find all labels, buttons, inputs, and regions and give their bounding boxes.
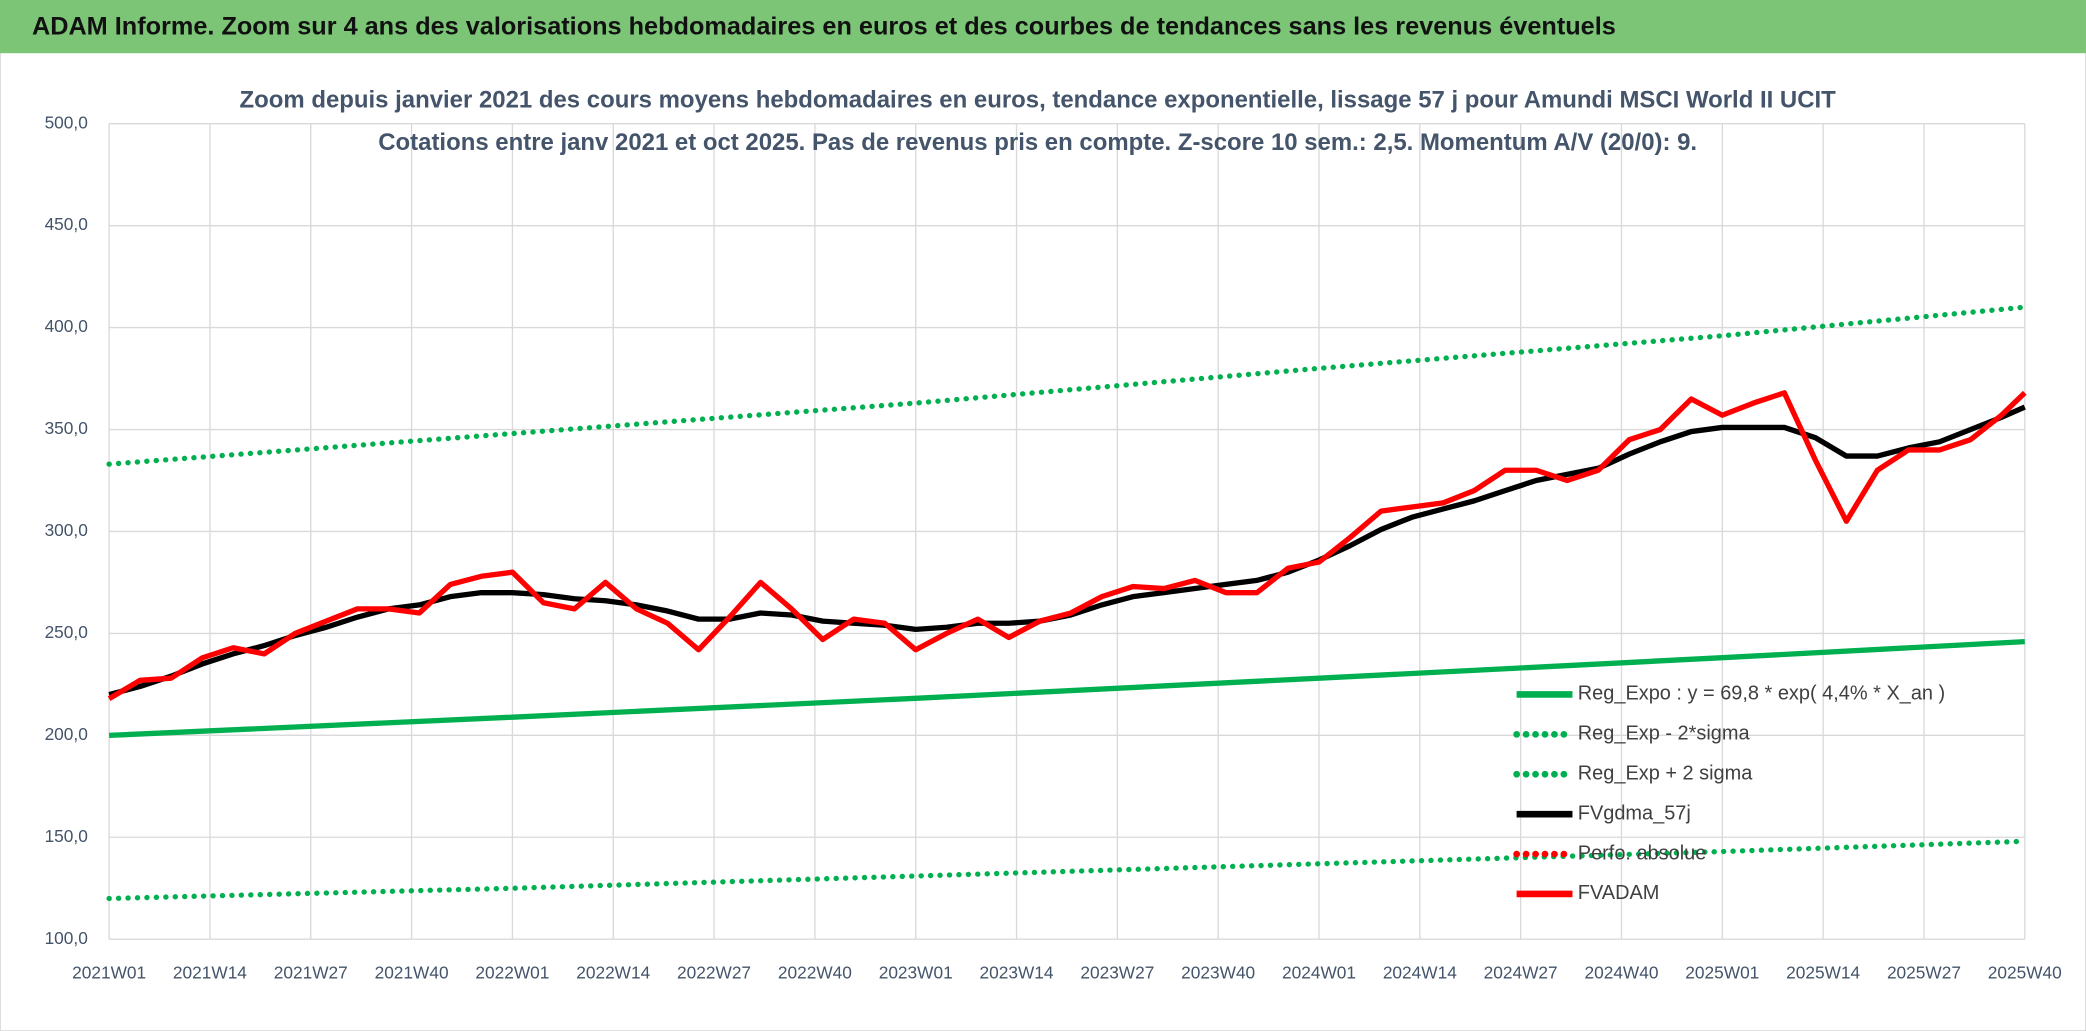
y-tick-label: 150,0 (45, 826, 88, 846)
x-tick-label: 2023W01 (879, 962, 953, 982)
series-line (106, 304, 2028, 467)
y-tick-label: 250,0 (45, 622, 88, 642)
x-tick-label: 2021W40 (375, 962, 449, 982)
chart-subtitle: Cotations entre janv 2021 et oct 2025. P… (378, 129, 1697, 156)
y-tick-label: 100,0 (45, 928, 88, 948)
y-tick-label: 350,0 (45, 418, 88, 438)
legend-label: Perfo. absolue (1578, 842, 1707, 864)
x-tick-label: 2021W27 (274, 962, 348, 982)
legend-label: Reg_Expo : y = 69,8 * exp( 4,4% * X_an ) (1578, 683, 1945, 705)
legend-label: FVgdma_57j (1578, 802, 1691, 824)
series-line (107, 390, 2027, 701)
x-tick-label: 2023W40 (1181, 962, 1255, 982)
x-tick-label: 2025W40 (1988, 962, 2062, 982)
y-tick-label: 450,0 (45, 214, 88, 234)
y-tick-label: 200,0 (45, 724, 88, 744)
x-tick-label: 2022W27 (677, 962, 751, 982)
legend-label: FVADAM (1578, 882, 1660, 904)
y-tick-label: 400,0 (45, 316, 88, 336)
y-tick-label: 500,0 (45, 112, 88, 132)
series-line (108, 638, 2025, 739)
y-tick-label: 300,0 (45, 520, 88, 540)
header-title: ADAM Informe. Zoom sur 4 ans des valoris… (32, 13, 1616, 41)
x-tick-label: 2021W01 (72, 962, 146, 982)
x-tick-label: 2025W14 (1786, 962, 1860, 982)
x-tick-label: 2022W14 (576, 962, 650, 982)
x-tick-label: 2022W40 (778, 962, 852, 982)
x-tick-label: 2024W27 (1484, 962, 1558, 982)
series-line (106, 838, 2028, 902)
x-tick-label: 2024W01 (1282, 962, 1356, 982)
x-tick-label: 2023W14 (980, 962, 1054, 982)
x-tick-label: 2021W14 (173, 962, 247, 982)
x-tick-label: 2025W01 (1685, 962, 1759, 982)
x-tick-label: 2024W40 (1584, 962, 1658, 982)
x-tick-label: 2022W01 (475, 962, 549, 982)
legend-label: Reg_Exp - 2*sigma (1578, 723, 1751, 745)
x-tick-label: 2025W27 (1887, 962, 1961, 982)
header-bar (0, 0, 2086, 54)
legend-label: Reg_Exp + 2 sigma (1578, 763, 1753, 785)
x-tick-label: 2024W14 (1383, 962, 1457, 982)
x-tick-label: 2023W27 (1080, 962, 1154, 982)
chart-title: Zoom depuis janvier 2021 des cours moyen… (240, 86, 1837, 113)
